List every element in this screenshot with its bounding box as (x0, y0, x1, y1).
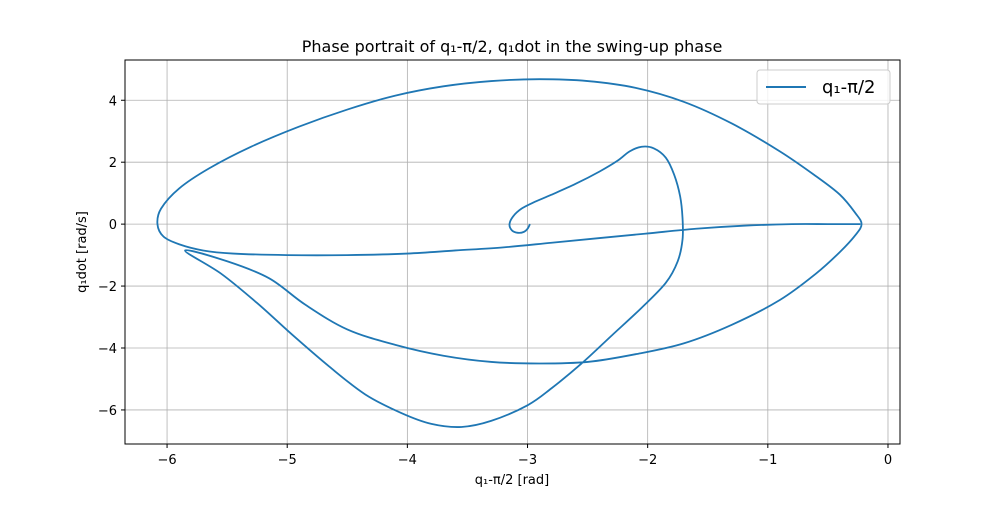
y-tick-label: −4 (98, 342, 117, 357)
series-line (156, 78, 863, 428)
x-tick-label: −4 (398, 453, 417, 468)
x-tick-label: −3 (518, 453, 537, 468)
x-tick-label: −1 (758, 453, 777, 468)
y-tick-label: 0 (109, 218, 117, 233)
x-tick-label: −6 (157, 453, 176, 468)
chart-title: Phase portrait of q₁-π/2, q₁dot in the s… (302, 37, 723, 56)
plot-frame (124, 59, 901, 445)
x-axis-label: q₁-π/2 [rad] (475, 473, 549, 488)
y-tick-label: −2 (98, 280, 117, 295)
series-layer (156, 78, 863, 428)
y-axis-label: q₁dot [rad/s] (75, 211, 90, 293)
legend: q₁-π/2 (756, 69, 891, 105)
x-ticks: −6 −5 −4 −3 −2 −1 0 (157, 444, 892, 468)
legend-label: q₁-π/2 (822, 77, 876, 98)
x-tick-label: −2 (638, 453, 657, 468)
y-tick-label: 2 (109, 156, 117, 171)
y-tick-label: 4 (109, 94, 117, 109)
x-tick-label: −5 (278, 453, 297, 468)
y-ticks: −6 −4 −2 0 2 4 (98, 94, 125, 419)
x-tick-label: 0 (884, 453, 892, 468)
y-tick-label: −6 (98, 404, 117, 419)
legend-box (756, 69, 891, 105)
